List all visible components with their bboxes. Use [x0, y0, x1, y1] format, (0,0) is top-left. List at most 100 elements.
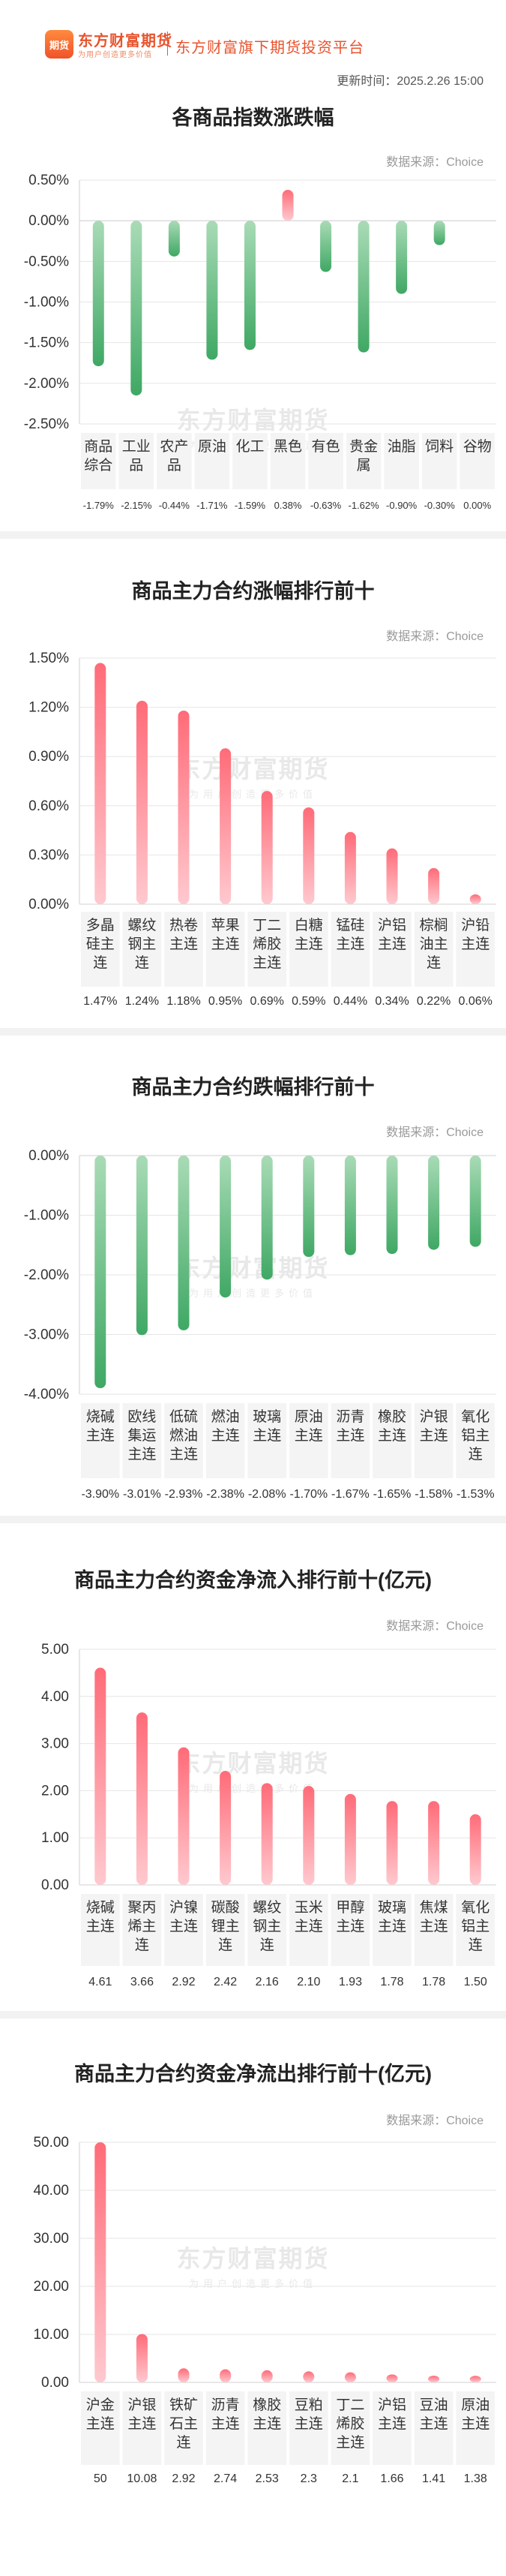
y-tick-label: 1.50%: [28, 651, 69, 666]
bar: [94, 2142, 106, 2382]
data-label: -2.38%: [206, 1488, 244, 1501]
category-label-box: [289, 912, 328, 987]
bar: [344, 1156, 356, 1255]
category-label: 烧碱主连: [86, 1408, 115, 1444]
category-label: 沪银主连: [420, 1408, 448, 1444]
data-label: -3.90%: [81, 1488, 119, 1501]
category-label: 焦煤主连: [420, 1899, 448, 1934]
bar: [303, 2371, 315, 2382]
y-tick-label: 0.00%: [28, 1148, 69, 1164]
y-tick-label: 0.30%: [28, 847, 69, 863]
category-label: 贵金属: [349, 438, 378, 473]
data-label: 0.22%: [417, 995, 451, 1008]
bar: [303, 1156, 315, 1258]
data-label: 0.69%: [250, 995, 284, 1008]
y-tick-label: 0.90%: [28, 749, 69, 765]
bar: [386, 1801, 398, 1885]
category-label: 豆粕主连: [295, 2397, 323, 2432]
bar: [130, 221, 142, 396]
bar: [94, 663, 106, 904]
chart-1-title: 各商品指数涨跌幅: [172, 107, 334, 129]
category-label: 碳酸锂主连: [211, 1899, 240, 1953]
category-label: 橡胶主连: [253, 2397, 281, 2432]
y-tick-label: 1.20%: [28, 700, 69, 716]
category-label: 黑色: [274, 438, 302, 455]
bar: [282, 190, 294, 221]
chart-2-title: 商品主力合约涨幅排行前十: [131, 580, 375, 603]
category-label: 低硫燃油主连: [169, 1408, 198, 1462]
category-label: 苹果主连: [211, 917, 240, 952]
bar: [344, 831, 356, 904]
y-tick-label: 0.00: [41, 1877, 69, 1893]
data-label: 4.61: [88, 1976, 112, 1988]
category-label: 白糖主连: [295, 917, 323, 952]
bar: [386, 848, 398, 904]
category-label-box: [164, 1894, 203, 1966]
bar: [428, 1801, 440, 1885]
y-tick-label: 1.00: [41, 1830, 69, 1846]
category-label: 锰硅主连: [336, 917, 364, 952]
data-label: -1.65%: [373, 1488, 412, 1501]
bar: [428, 2375, 440, 2382]
category-label-box: [164, 912, 203, 987]
y-tick-label: 4.00: [41, 1689, 69, 1705]
bar: [386, 1156, 398, 1255]
category-label-box: [373, 1403, 412, 1478]
bar: [136, 700, 148, 904]
category-label: 农产品: [160, 438, 188, 473]
category-label-box: [456, 2391, 495, 2465]
category-label: 烧碱主连: [86, 1899, 115, 1934]
data-label: -3.01%: [123, 1488, 161, 1501]
bar: [261, 1783, 273, 1885]
category-label-box: [247, 1894, 286, 1966]
category-label-box: [414, 912, 454, 987]
y-tick-label: 0.00%: [28, 897, 69, 912]
data-label: -1.62%: [348, 500, 379, 511]
category-label: 原油主连: [461, 2397, 490, 2432]
category-label-box: [331, 1403, 370, 1478]
category-label: 热卷主连: [169, 917, 198, 952]
bar: [136, 2334, 148, 2382]
category-label: 沪铝主连: [378, 2397, 406, 2432]
data-label: 0.38%: [274, 500, 302, 511]
section-divider: [0, 531, 506, 539]
chart-5-title: 商品主力合约资金净流出排行前十(亿元): [74, 2063, 432, 2085]
category-label: 沥青主连: [336, 1408, 364, 1444]
header-divider: [167, 32, 168, 56]
category-label: 沪铅主连: [461, 917, 490, 952]
category-label-box: [205, 2391, 245, 2465]
bar: [178, 2368, 190, 2382]
data-label: 2.1: [342, 2472, 358, 2485]
category-label: 欧线集运主连: [127, 1408, 156, 1462]
y-tick-label: -2.00%: [24, 1267, 69, 1283]
data-label: 10.08: [127, 2472, 157, 2485]
bar: [428, 1156, 440, 1250]
category-label-box: [81, 2391, 120, 2465]
data-label: 3.66: [130, 1976, 154, 1988]
category-label: 工业品: [122, 438, 151, 473]
category-label-box: [205, 912, 245, 987]
y-tick-label: -2.00%: [24, 376, 69, 392]
data-label: 1.18%: [166, 995, 200, 1008]
category-label: 丁二烯胶主连: [253, 917, 281, 971]
y-tick-label: 50.00: [33, 2135, 69, 2151]
data-label: 2.16: [256, 1976, 279, 1988]
data-label: -0.30%: [424, 500, 456, 511]
bar: [94, 1667, 106, 1885]
y-tick-label: -1.00%: [24, 1208, 69, 1224]
category-label: 燃油主连: [211, 1408, 240, 1444]
data-label: 1.41: [422, 2472, 445, 2485]
bar: [178, 1747, 190, 1885]
category-label-box: [247, 2391, 286, 2465]
data-label: -1.79%: [83, 500, 115, 511]
chart-top-gainers: 1.50% 1.20% 0.90% 0.60% 0.30% 0.00% 多晶硅主连 1.47%…: [28, 651, 496, 1008]
data-label: 50: [94, 2472, 107, 2485]
bar: [168, 221, 180, 257]
data-label: -0.90%: [386, 500, 418, 511]
data-label: 0.06%: [459, 995, 493, 1008]
data-label: 0.44%: [334, 995, 367, 1008]
data-label: -1.71%: [196, 500, 228, 511]
bar: [303, 1786, 315, 1885]
bar: [396, 221, 408, 294]
data-label: -1.59%: [235, 500, 266, 511]
